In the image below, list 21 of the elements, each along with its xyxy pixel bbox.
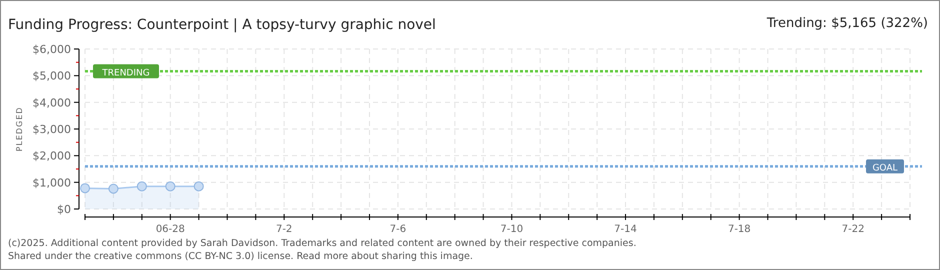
chart-subtitle: Trending: $5,165 (322%) bbox=[766, 16, 928, 31]
x-tick-label: 06-28 bbox=[156, 224, 185, 235]
x-tick-label: 7-10 bbox=[500, 224, 524, 235]
y-tick-label: $1,000 bbox=[32, 176, 71, 190]
x-tick-label: 7-18 bbox=[728, 224, 751, 235]
y-tick-label: $4,000 bbox=[32, 96, 71, 110]
y-tick-label: $2,000 bbox=[32, 150, 71, 163]
ref-line-label: TRENDING bbox=[101, 68, 150, 78]
x-tick-label: 7-2 bbox=[276, 224, 292, 235]
y-axis-title: PLEDGED bbox=[15, 106, 24, 152]
x-tick-label: 7-14 bbox=[614, 224, 637, 235]
y-tick-label: $6,000 bbox=[32, 43, 71, 56]
x-tick-label: 7-22 bbox=[842, 224, 864, 235]
ref-line-label: GOAL bbox=[872, 163, 898, 174]
x-tick-label: 7-6 bbox=[390, 224, 406, 235]
text: (c)2025. Additional content provided by Sarah Davidson. Trademarks and related content are owned by their respective companies. bbox=[8, 238, 636, 249]
y-tick-label: $0 bbox=[57, 203, 71, 216]
text: Shared under the creative commons (CC BY-NC 3.0) license. Read more about sharing this image. bbox=[8, 251, 473, 262]
y-tick-label: $5,000 bbox=[32, 70, 71, 83]
y-tick-label: $3,000 bbox=[32, 123, 71, 136]
chart-title: Funding Progress: Counterpoint | A topsy-turvy graphic novel bbox=[8, 17, 436, 33]
